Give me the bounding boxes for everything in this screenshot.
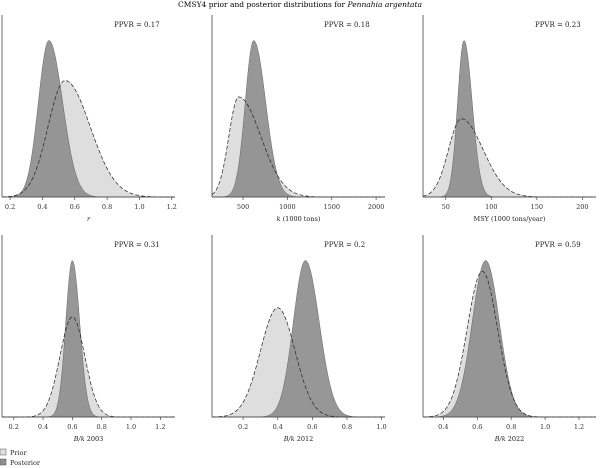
legend: Prior Posterior [0, 448, 41, 467]
x-tick-label: 1.0 [540, 423, 550, 431]
x-axis-label: B/k 2012 [283, 435, 314, 443]
x-axis-label-text: 2012 [295, 435, 314, 443]
prior-density-area [212, 307, 385, 417]
x-tick-label: 0.2 [5, 203, 15, 211]
x-tick-label: 0.8 [102, 203, 112, 211]
x-axis-label-symbol: r [87, 215, 91, 223]
panel-6: 0.4 0.6 0.8 1.0 1.2 B/k 2022 PPVR = 0.59 [422, 235, 596, 443]
x-tick-label: 1500 [323, 203, 340, 211]
x-axis-label: B/k 2022 [494, 435, 525, 443]
x-tick-label: 0.6 [472, 423, 482, 431]
x-tick-label: 0.6 [70, 203, 80, 211]
prior-density-area [423, 118, 596, 197]
panel-4: 0.2 0.4 0.6 0.8 1.0 1.2 B/k 2003 PPVR = 0.31 [1, 235, 175, 443]
x-tick-label: 200 [576, 203, 588, 211]
figure-title-prefix: CMSY4 prior and posterior distributions … [178, 0, 347, 9]
panel-2: 500 1000 1500 2000 k (1000 tons) PPVR = 0.18 [211, 15, 385, 223]
x-tick-label: 1.2 [155, 423, 165, 431]
x-axis-label-text: 2022 [506, 435, 525, 443]
legend-swatch-prior [0, 448, 7, 456]
x-tick-label: 1.0 [126, 423, 136, 431]
x-tick-label: 0.2 [9, 423, 19, 431]
posterior-density-area [423, 260, 596, 418]
x-tick-label: 1.2 [167, 203, 177, 211]
x-tick-label: 0.6 [307, 423, 317, 431]
ppvr-annotation: PPVR = 0.31 [114, 241, 160, 249]
x-tick-label: 1000 [279, 203, 296, 211]
x-tick-label: 150 [531, 203, 543, 211]
figure-title: CMSY4 prior and posterior distributions … [178, 0, 422, 9]
legend-swatch-posterior [0, 458, 7, 466]
figure-title-species: Pennahia argentata [346, 0, 421, 9]
legend-label-posterior: Posterior [10, 459, 41, 467]
ppvr-annotation: PPVR = 0.2 [324, 241, 365, 249]
x-tick-label: 2000 [368, 203, 385, 211]
panel-5: 0.2 0.4 0.6 0.8 1.0 B/k 2012 PPVR = 0.2 [211, 235, 387, 443]
x-axis-label: k (1000 tons) [277, 215, 321, 223]
x-tick-label: 1.2 [574, 423, 584, 431]
panel-1: 0.2 0.4 0.6 0.8 1.0 1.2 r PPVR = 0.17 [1, 15, 177, 223]
x-tick-label: 0.8 [97, 423, 107, 431]
x-tick-label: 0.8 [342, 423, 352, 431]
x-tick-label: 0.4 [273, 423, 283, 431]
x-axis-label-text: MSY (1000 tons/year) [474, 215, 546, 223]
x-axis-label: B/k 2003 [73, 435, 104, 443]
prior-density-area [2, 316, 175, 417]
x-tick-label: 100 [485, 203, 497, 211]
x-axis-label-symbol: B/k [73, 435, 85, 443]
x-axis-label: MSY (1000 tons/year) [474, 215, 546, 223]
ppvr-annotation: PPVR = 0.17 [114, 21, 160, 29]
x-tick-label: 1.0 [376, 423, 386, 431]
x-axis-label-text: (1000 tons) [281, 215, 321, 223]
panels-group: 0.2 0.4 0.6 0.8 1.0 1.2 r PPVR = 0.17 500 1000 150… [1, 15, 596, 443]
x-tick-label: 0.2 [238, 423, 248, 431]
x-tick-label: 50 [442, 203, 450, 211]
x-tick-label: 0.4 [38, 423, 48, 431]
legend-label-prior: Prior [10, 449, 27, 457]
x-axis-label-symbol: B/k [494, 435, 506, 443]
x-axis-label-symbol: k [277, 215, 281, 223]
x-tick-label: 0.6 [67, 423, 77, 431]
x-tick-label: 1.0 [134, 203, 144, 211]
panel-3: 50 100 150 200 MSY (1000 tons/year) PPVR = 0.… [422, 15, 596, 223]
x-tick-label: 0.4 [37, 203, 47, 211]
x-tick-label: 500 [237, 203, 249, 211]
x-axis-label: r [87, 215, 91, 223]
ppvr-annotation: PPVR = 0.18 [324, 21, 370, 29]
ppvr-annotation: PPVR = 0.59 [535, 241, 581, 249]
x-tick-label: 0.4 [438, 423, 448, 431]
x-axis-label-text: 2003 [85, 435, 104, 443]
x-tick-label: 0.8 [506, 423, 516, 431]
posterior-density-area [212, 260, 385, 418]
ppvr-annotation: PPVR = 0.23 [535, 21, 581, 29]
x-axis-label-symbol: B/k [283, 435, 295, 443]
